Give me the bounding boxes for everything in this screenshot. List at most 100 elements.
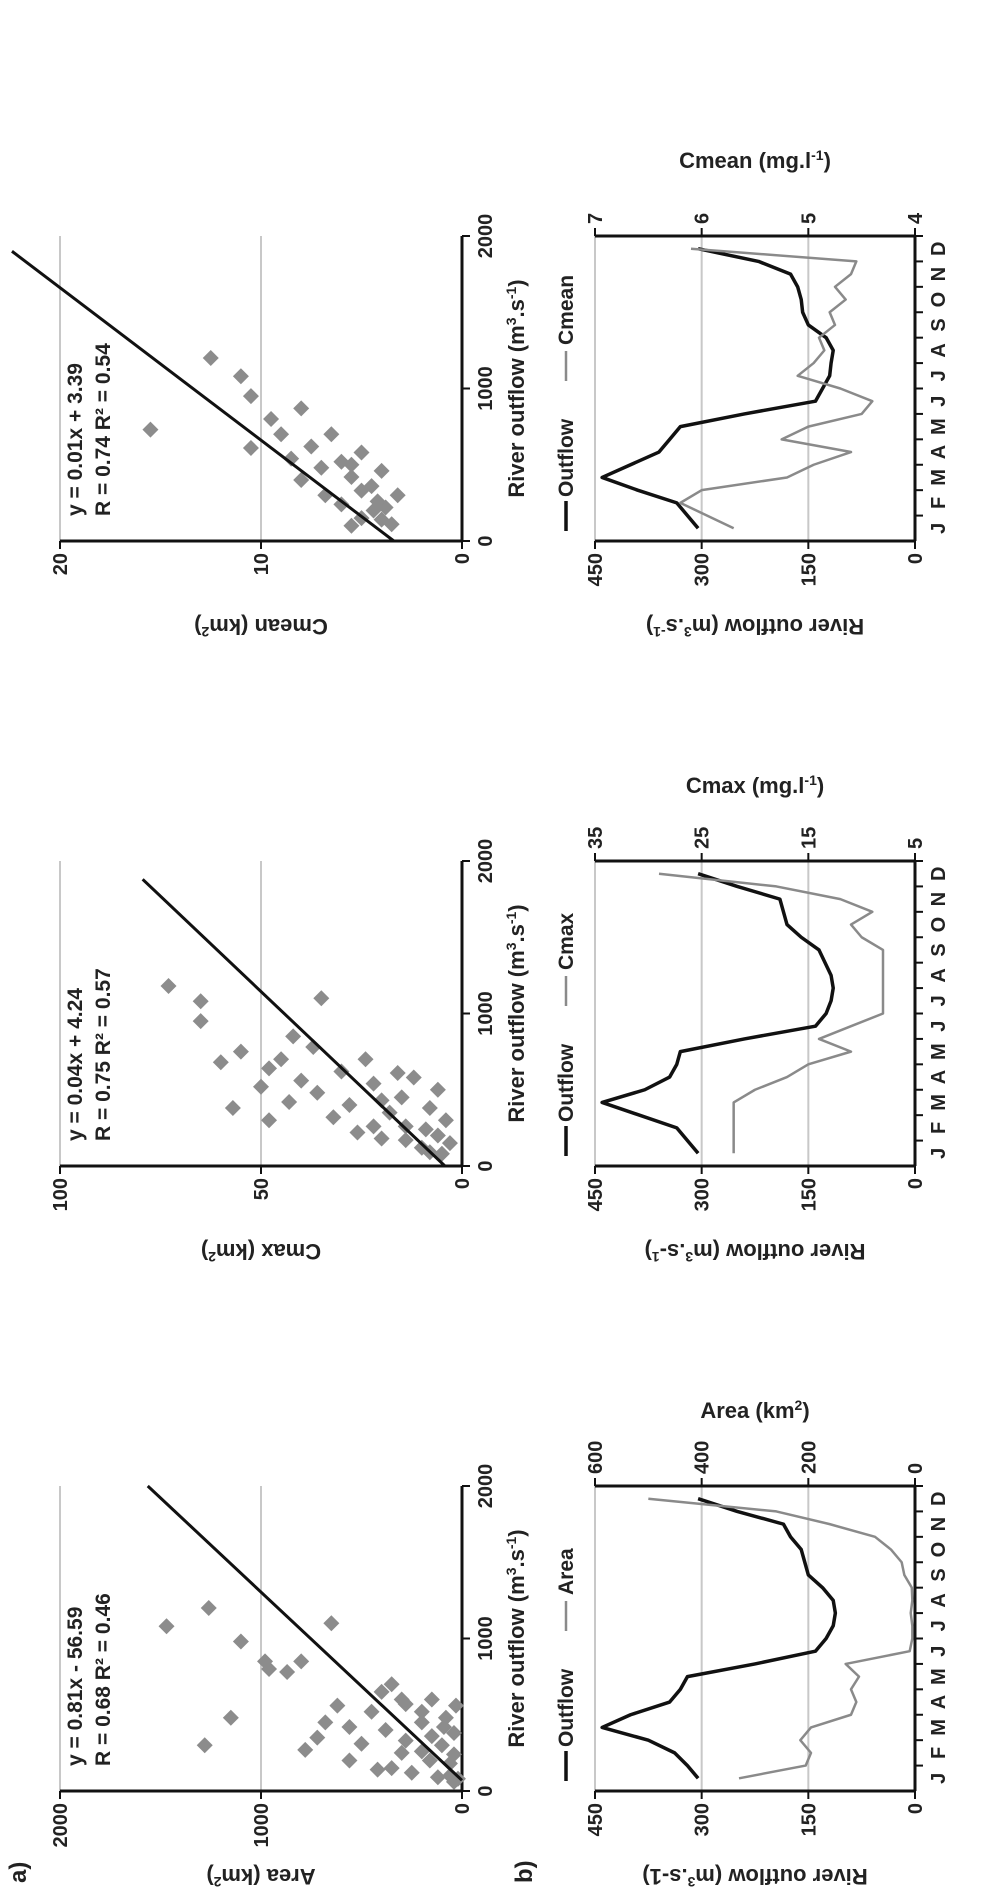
- left-axis-label: River outflow (m3.s-1): [642, 1864, 867, 1890]
- x-tick-label: 2000: [475, 214, 497, 259]
- trend-line: [146, 1484, 464, 1782]
- label-part: ): [646, 614, 653, 639]
- scatter-point: [343, 468, 360, 485]
- label-superscript: 2: [795, 1397, 803, 1413]
- scatter-point: [397, 1732, 414, 1749]
- y-tick-label: 0: [452, 1178, 474, 1189]
- scatter-point: [261, 1060, 278, 1077]
- series-line-area: [648, 1497, 914, 1780]
- x-axis-label: River outflow (m3.s-1): [503, 904, 529, 1122]
- month-label: J: [928, 1148, 950, 1159]
- left-axis-label: River outflow (m3.s-1): [646, 614, 864, 640]
- scatter-point: [373, 1683, 390, 1700]
- scatter-point: [273, 1051, 290, 1068]
- scatter-point: [283, 450, 300, 467]
- month-label: J: [928, 396, 950, 407]
- scatter-point: [357, 1051, 374, 1068]
- scatter-point: [429, 1127, 446, 1144]
- scatter-point: [389, 487, 406, 504]
- scatter-point: [417, 1121, 434, 1138]
- label-superscript: -1: [804, 772, 817, 788]
- scatter-point: [343, 456, 360, 473]
- y-tick-label: 0: [452, 1803, 474, 1814]
- label-part: River outflow (m: [692, 614, 864, 639]
- label-part: ): [504, 279, 529, 286]
- label-superscript: 3: [685, 1249, 693, 1265]
- scatter-point: [202, 350, 219, 366]
- y-tick-label: 1000: [251, 1803, 273, 1848]
- scatter-point: [365, 1075, 382, 1092]
- label-part: ): [201, 1239, 208, 1264]
- month-label: M: [928, 418, 950, 435]
- label-superscript: 3: [684, 624, 692, 640]
- label-part: Area (km: [221, 1864, 315, 1889]
- trend-line: [141, 878, 446, 1168]
- panel-label-a: a): [5, 1862, 32, 1883]
- y-axis-label: Cmean (km2): [194, 614, 328, 640]
- label-part: River outflow (m: [504, 1575, 529, 1747]
- month-label: J: [928, 1021, 950, 1032]
- scatter-point: [293, 400, 310, 417]
- scatter-point: [349, 1124, 366, 1141]
- trend-line: [11, 250, 395, 543]
- left-tick-label: 150: [798, 553, 820, 586]
- scatter-point: [158, 1618, 175, 1635]
- x-tick-label: 0: [475, 1785, 497, 1796]
- label-part: River outflow (m: [504, 950, 529, 1122]
- label-part: .s: [504, 924, 529, 942]
- scatter-point: [317, 1714, 334, 1731]
- scatter-point: [293, 1072, 310, 1089]
- month-label: S: [928, 318, 950, 331]
- scatter-point: [279, 1664, 296, 1681]
- x-tick-label: 1000: [475, 1616, 497, 1661]
- month-label: M: [928, 1668, 950, 1685]
- month-label: N: [928, 267, 950, 281]
- month-label: A: [928, 1593, 950, 1607]
- legend-label-outflow: Outflow: [555, 1043, 578, 1122]
- label-superscript: 3: [687, 1874, 695, 1890]
- label-part: ): [645, 1239, 652, 1264]
- right-tick-label: 200: [798, 1441, 820, 1474]
- scatter-point: [341, 1752, 358, 1769]
- left-tick-label: 450: [585, 1803, 607, 1836]
- x-tick-label: 2000: [475, 1464, 497, 1509]
- month-label: D: [928, 241, 950, 255]
- label-part: River outflow (m: [693, 1239, 865, 1264]
- left-tick-label: 150: [798, 1178, 820, 1211]
- scatter-point: [253, 1078, 269, 1095]
- right-tick-label: 400: [692, 1441, 714, 1474]
- scatter-point: [323, 426, 340, 443]
- month-label: F: [928, 497, 950, 509]
- label-superscript: 3: [503, 317, 519, 325]
- month-label: O: [928, 917, 950, 933]
- month-label: S: [928, 943, 950, 956]
- right-tick-label: 35: [585, 827, 607, 849]
- y-axis-label: Cmax (km2): [201, 1239, 321, 1265]
- label-part: .s: [504, 299, 529, 317]
- scatter-point: [377, 1722, 394, 1738]
- series-line-outflow: [600, 246, 835, 530]
- scatter-point: [196, 1737, 213, 1754]
- left-tick-label: 0: [905, 1178, 927, 1189]
- y-tick-label: 100: [50, 1178, 72, 1211]
- scatter-point: [200, 1600, 217, 1616]
- label-superscript: 3: [503, 1567, 519, 1575]
- scatter-point: [160, 978, 177, 995]
- label-superscript: 2: [213, 1874, 221, 1890]
- label-part: .s: [504, 1549, 529, 1567]
- scatter-point: [261, 1112, 278, 1129]
- scatter-point: [232, 368, 249, 385]
- scatter-point: [285, 1028, 302, 1045]
- scatter-point: [423, 1691, 440, 1708]
- scatter-point: [343, 517, 360, 534]
- scatter-point: [397, 1118, 414, 1135]
- label-part: Cmean (mg.l: [679, 148, 811, 173]
- label-superscript: 1: [652, 1249, 660, 1265]
- label-part: .s: [666, 614, 684, 639]
- scatter-point: [232, 1633, 249, 1650]
- scatter-point: [212, 1054, 229, 1071]
- left-tick-label: 300: [692, 553, 714, 586]
- scatter-point: [373, 462, 390, 479]
